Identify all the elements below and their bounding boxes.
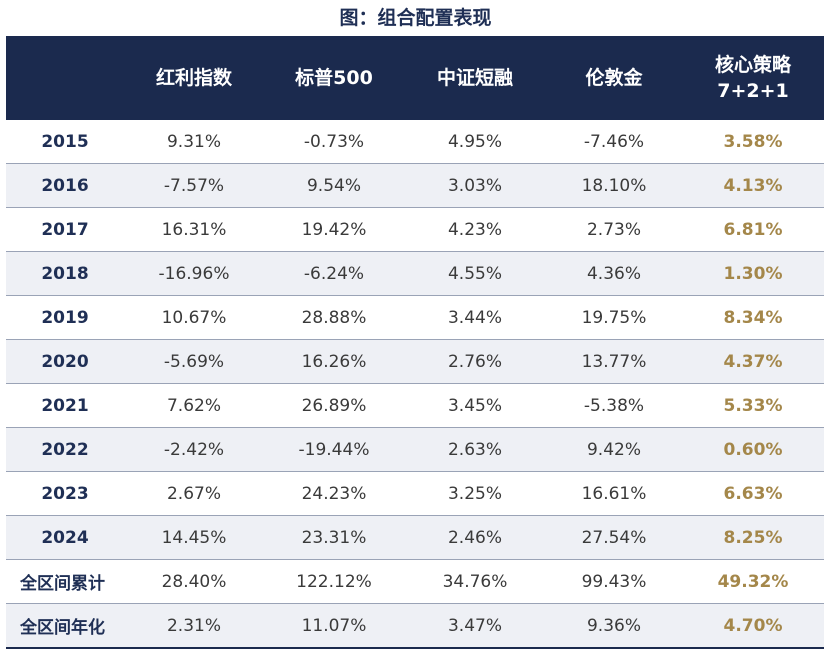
cell-csi-short-financing: 2.63% (404, 427, 546, 472)
cell-csi-short-financing: 3.25% (404, 471, 546, 516)
row-label: 2016 (6, 163, 124, 208)
cell-sp500: 9.54% (264, 163, 404, 208)
header-cell-blank (6, 36, 124, 120)
cell-core-strategy: 8.25% (682, 515, 824, 560)
row-label: 2019 (6, 295, 124, 340)
header-csi-short-financing: 中证短融 (404, 36, 546, 120)
cell-sp500: 11.07% (264, 603, 404, 649)
cell-dividend-index: 7.62% (124, 383, 264, 428)
row-label: 2017 (6, 207, 124, 252)
cell-csi-short-financing: 3.47% (404, 603, 546, 649)
header-core-strategy-line2: 7+2+1 (717, 80, 789, 102)
row-label: 2024 (6, 515, 124, 560)
table-row: 全区间累计 28.40% 122.12% 34.76% 99.43% 49.32% (6, 559, 824, 604)
cell-dividend-index: 2.67% (124, 471, 264, 516)
table-row: 2023 2.67% 24.23% 3.25% 16.61% 6.63% (6, 471, 824, 516)
cell-sp500: -0.73% (264, 120, 404, 164)
cell-dividend-index: 28.40% (124, 559, 264, 604)
row-label: 2015 (6, 120, 124, 164)
cell-london-gold: 16.61% (546, 471, 682, 516)
table-row: 2018 -16.96% -6.24% 4.55% 4.36% 1.30% (6, 251, 824, 296)
table-body: 2015 9.31% -0.73% 4.95% -7.46% 3.58% 2016 -7.57… (6, 120, 824, 649)
row-label: 2020 (6, 339, 124, 384)
cell-sp500: 16.26% (264, 339, 404, 384)
cell-core-strategy: 4.37% (682, 339, 824, 384)
cell-sp500: 28.88% (264, 295, 404, 340)
cell-dividend-index: -5.69% (124, 339, 264, 384)
cell-core-strategy: 6.81% (682, 207, 824, 252)
table-row: 2017 16.31% 19.42% 4.23% 2.73% 6.81% (6, 207, 824, 252)
cell-london-gold: 13.77% (546, 339, 682, 384)
cell-csi-short-financing: 2.76% (404, 339, 546, 384)
cell-core-strategy: 4.13% (682, 163, 824, 208)
cell-sp500: 19.42% (264, 207, 404, 252)
row-label: 全区间累计 (6, 559, 124, 604)
portfolio-performance-table: 红利指数 标普500 中证短融 伦敦金 核心策略 7+2+1 2015 9.31%… (6, 36, 824, 649)
header-dividend-index: 红利指数 (124, 36, 264, 120)
cell-csi-short-financing: 2.46% (404, 515, 546, 560)
cell-london-gold: 9.42% (546, 427, 682, 472)
table-row: 2015 9.31% -0.73% 4.95% -7.46% 3.58% (6, 120, 824, 164)
header-core-strategy-line1: 核心策略 (714, 54, 791, 76)
cell-core-strategy: 3.58% (682, 120, 824, 164)
cell-london-gold: 19.75% (546, 295, 682, 340)
cell-london-gold: -5.38% (546, 383, 682, 428)
header-core-strategy: 核心策略 7+2+1 (682, 36, 824, 120)
cell-core-strategy: 5.33% (682, 383, 824, 428)
cell-dividend-index: 10.67% (124, 295, 264, 340)
cell-core-strategy: 6.63% (682, 471, 824, 516)
table-row: 2016 -7.57% 9.54% 3.03% 18.10% 4.13% (6, 163, 824, 208)
cell-sp500: -19.44% (264, 427, 404, 472)
cell-csi-short-financing: 4.23% (404, 207, 546, 252)
cell-core-strategy: 8.34% (682, 295, 824, 340)
table-row: 2024 14.45% 23.31% 2.46% 27.54% 8.25% (6, 515, 824, 560)
cell-core-strategy: 1.30% (682, 251, 824, 296)
cell-dividend-index: -7.57% (124, 163, 264, 208)
cell-london-gold: -7.46% (546, 120, 682, 164)
cell-core-strategy: 4.70% (682, 603, 824, 649)
table-header-row: 红利指数 标普500 中证短融 伦敦金 核心策略 7+2+1 (6, 36, 824, 120)
row-label: 全区间年化 (6, 603, 124, 649)
cell-core-strategy: 0.60% (682, 427, 824, 472)
cell-sp500: 26.89% (264, 383, 404, 428)
figure-caption: 图：组合配置表现 (339, 7, 492, 29)
cell-core-strategy: 49.32% (682, 559, 824, 604)
table-row: 2020 -5.69% 16.26% 2.76% 13.77% 4.37% (6, 339, 824, 384)
cell-dividend-index: -2.42% (124, 427, 264, 472)
table-row: 2019 10.67% 28.88% 3.44% 19.75% 8.34% (6, 295, 824, 340)
cell-sp500: 24.23% (264, 471, 404, 516)
cell-csi-short-financing: 3.44% (404, 295, 546, 340)
cell-dividend-index: 2.31% (124, 603, 264, 649)
cell-london-gold: 4.36% (546, 251, 682, 296)
row-label: 2022 (6, 427, 124, 472)
cell-sp500: -6.24% (264, 251, 404, 296)
row-label: 2021 (6, 383, 124, 428)
table-row: 全区间年化 2.31% 11.07% 3.47% 9.36% 4.70% (6, 603, 824, 649)
cell-csi-short-financing: 3.03% (404, 163, 546, 208)
table-row: 2022 -2.42% -19.44% 2.63% 9.42% 0.60% (6, 427, 824, 472)
cell-sp500: 23.31% (264, 515, 404, 560)
cell-dividend-index: 9.31% (124, 120, 264, 164)
cell-sp500: 122.12% (264, 559, 404, 604)
row-label: 2023 (6, 471, 124, 516)
header-london-gold: 伦敦金 (546, 36, 682, 120)
cell-london-gold: 2.73% (546, 207, 682, 252)
cell-london-gold: 18.10% (546, 163, 682, 208)
cell-london-gold: 99.43% (546, 559, 682, 604)
cell-london-gold: 9.36% (546, 603, 682, 649)
header-sp500: 标普500 (264, 36, 404, 120)
cell-london-gold: 27.54% (546, 515, 682, 560)
cell-dividend-index: -16.96% (124, 251, 264, 296)
cell-csi-short-financing: 34.76% (404, 559, 546, 604)
row-label: 2018 (6, 251, 124, 296)
table-row: 2021 7.62% 26.89% 3.45% -5.38% 5.33% (6, 383, 824, 428)
cell-dividend-index: 16.31% (124, 207, 264, 252)
cell-csi-short-financing: 4.55% (404, 251, 546, 296)
cell-dividend-index: 14.45% (124, 515, 264, 560)
cell-csi-short-financing: 3.45% (404, 383, 546, 428)
cell-csi-short-financing: 4.95% (404, 120, 546, 164)
